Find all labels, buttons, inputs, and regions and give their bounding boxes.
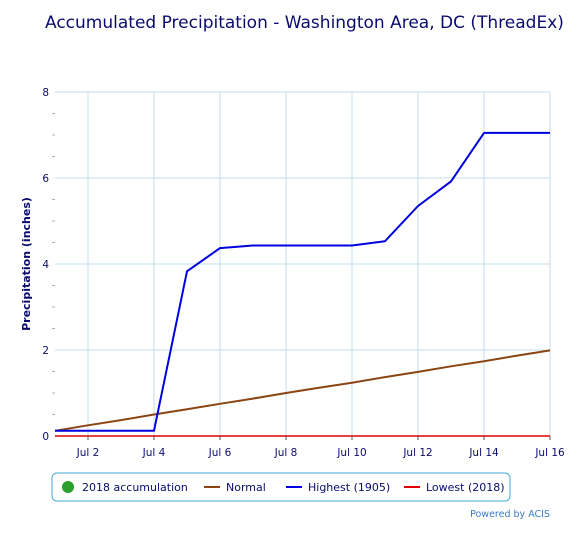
- x-tick-label: Jul 10: [336, 447, 366, 459]
- grid-lines: [52, 91, 551, 437]
- x-tick-label: Jul 14: [468, 447, 499, 459]
- legend: 2018 accumulation Normal Highest (1905) Low…: [51, 472, 511, 502]
- legend-label: Normal: [226, 481, 266, 494]
- y-tick-label: 6: [42, 173, 49, 185]
- legend-marker-circle: [62, 481, 74, 493]
- x-tick-label: Jul 4: [142, 447, 166, 459]
- x-tick-label: Jul 12: [402, 447, 432, 459]
- y-axis-ticks: 0 2 4 6 8: [42, 87, 49, 443]
- legend-box: [51, 472, 511, 502]
- series-line-normal: [54, 349, 551, 432]
- y-tick-label: 0: [42, 431, 49, 443]
- y-tick-label: 4: [42, 259, 49, 271]
- legend-item-highest-1905[interactable]: Highest (1905): [286, 481, 390, 494]
- chart-title: Accumulated Precipitation - Washington A…: [45, 13, 564, 33]
- legend-item-lowest-2018[interactable]: Lowest (2018): [404, 481, 505, 494]
- y-tick-label: 8: [42, 87, 49, 99]
- x-axis-ticks: Jul 2 Jul 4 Jul 6 Jul 8 Jul 10 Jul 12 Jul 14 Ju…: [76, 436, 565, 459]
- x-tick-label: Jul 2: [76, 447, 100, 459]
- legend-item-2018-accumulation[interactable]: 2018 accumulation: [62, 481, 188, 494]
- x-tick-label: Jul 16: [534, 447, 565, 459]
- y-axis-title: Precipitation (inches): [20, 197, 33, 331]
- x-tick-label: Jul 8: [274, 447, 298, 459]
- legend-label: Highest (1905): [308, 481, 390, 494]
- legend-item-normal[interactable]: Normal: [204, 481, 266, 494]
- x-tick-label: Jul 6: [208, 447, 232, 459]
- legend-label: Lowest (2018): [426, 481, 505, 494]
- series-layer: [54, 131, 551, 437]
- legend-label: 2018 accumulation: [82, 481, 188, 494]
- y-tick-label: 2: [42, 345, 49, 357]
- series-line-highest-1905: [55, 131, 550, 432]
- credit-link[interactable]: Powered by ACIS: [470, 509, 550, 520]
